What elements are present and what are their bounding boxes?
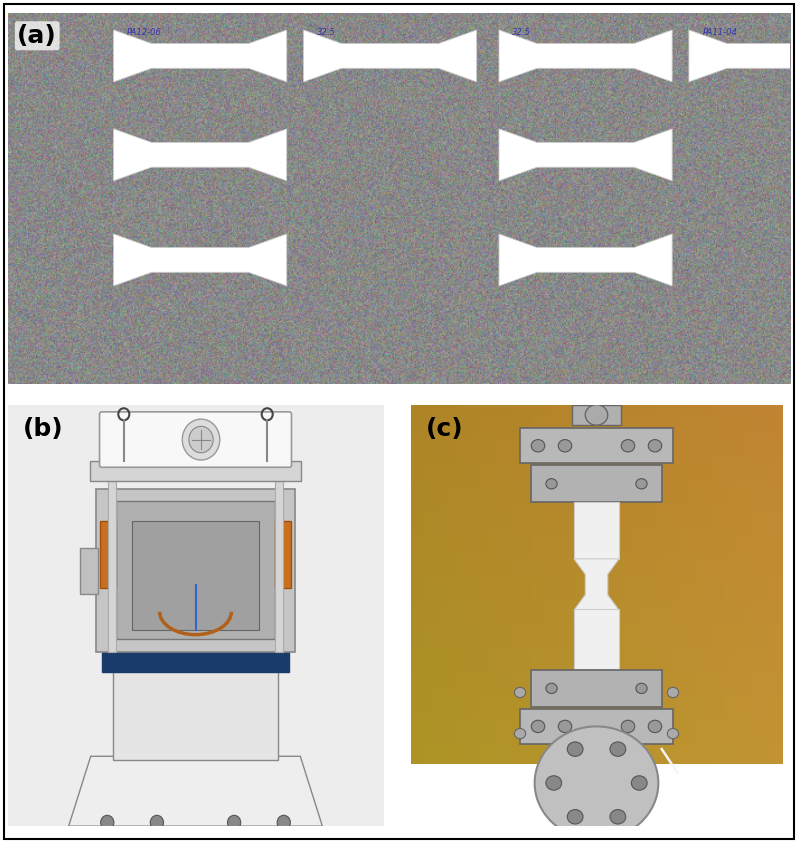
Circle shape	[621, 720, 634, 733]
Bar	[275, 522, 291, 588]
Circle shape	[277, 815, 290, 830]
Circle shape	[559, 439, 571, 452]
Circle shape	[227, 815, 241, 830]
Bar	[89, 461, 302, 481]
Circle shape	[610, 742, 626, 756]
Circle shape	[531, 720, 545, 733]
Text: (a): (a)	[18, 24, 57, 48]
Polygon shape	[303, 30, 476, 82]
Polygon shape	[499, 234, 672, 286]
Circle shape	[182, 419, 219, 460]
Bar	[101, 648, 289, 672]
Text: 32.5: 32.5	[512, 29, 531, 37]
Bar	[132, 522, 259, 630]
Circle shape	[567, 809, 583, 824]
Circle shape	[636, 683, 647, 694]
Polygon shape	[113, 129, 286, 180]
Circle shape	[515, 728, 526, 738]
Circle shape	[667, 728, 678, 738]
Circle shape	[189, 427, 213, 453]
Bar	[520, 428, 673, 464]
Bar	[574, 502, 619, 559]
Polygon shape	[69, 756, 322, 826]
Circle shape	[587, 745, 606, 764]
Polygon shape	[113, 30, 286, 82]
Circle shape	[667, 687, 678, 698]
Circle shape	[546, 683, 557, 694]
Polygon shape	[499, 30, 672, 82]
Bar	[531, 670, 662, 707]
Circle shape	[531, 439, 545, 452]
Text: PA12-06: PA12-06	[127, 29, 162, 37]
Bar	[520, 709, 673, 744]
Polygon shape	[499, 129, 672, 180]
Polygon shape	[571, 405, 621, 425]
Bar	[574, 609, 619, 668]
Bar	[109, 477, 116, 652]
Bar	[80, 548, 98, 593]
Circle shape	[546, 479, 557, 489]
Bar	[275, 477, 282, 652]
Text: PA11-04: PA11-04	[702, 29, 737, 37]
Circle shape	[535, 727, 658, 840]
Polygon shape	[689, 30, 798, 82]
Polygon shape	[571, 744, 621, 765]
Bar	[113, 666, 279, 760]
Polygon shape	[574, 559, 619, 610]
Circle shape	[631, 776, 647, 790]
Bar	[531, 465, 662, 502]
FancyBboxPatch shape	[100, 412, 291, 467]
Bar	[116, 501, 275, 640]
Circle shape	[636, 479, 647, 489]
Circle shape	[559, 720, 571, 733]
Circle shape	[610, 809, 626, 824]
Circle shape	[546, 776, 562, 790]
Circle shape	[150, 815, 164, 830]
Circle shape	[101, 815, 114, 830]
Bar	[97, 489, 294, 652]
Polygon shape	[113, 234, 286, 286]
Bar	[100, 522, 116, 588]
Circle shape	[567, 742, 583, 756]
Circle shape	[621, 439, 634, 452]
Circle shape	[585, 405, 608, 425]
Circle shape	[515, 687, 526, 698]
Circle shape	[648, 439, 662, 452]
Text: (c): (c)	[426, 417, 464, 441]
Text: 32.5: 32.5	[317, 29, 336, 37]
Circle shape	[648, 720, 662, 733]
Text: (b): (b)	[23, 417, 64, 441]
